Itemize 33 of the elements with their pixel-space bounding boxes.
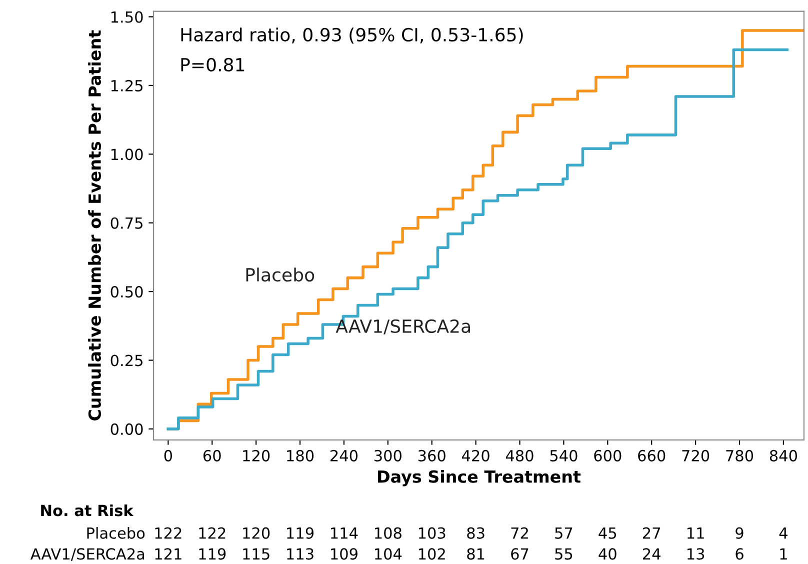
x-tick-label: 660: [638, 450, 666, 462]
y-tick-label: 0.50: [110, 286, 143, 298]
series-label: Placebo: [246, 268, 314, 282]
x-tick-label: 600: [594, 450, 622, 462]
series-label: AAV1/SERCA2a: [336, 319, 470, 334]
text: AAV1/SERCA2a: [30, 548, 144, 561]
y-tick-label: 1.00: [111, 148, 143, 160]
y-tick-label: 1.25: [111, 80, 142, 92]
x-tick-label: 360: [418, 450, 446, 462]
x-axis-title: Days Since Treatment: [378, 470, 581, 486]
y-tick-label: 0.75: [110, 217, 142, 229]
text: 121 119 115 113 109 104 102 81 67 55 40 24 13 6 1: [155, 548, 787, 560]
x-tick-label: 60: [203, 450, 221, 462]
x-tick-label: 120: [243, 450, 270, 462]
x-tick-label: 240: [330, 450, 358, 462]
x-tick-label: 0: [164, 450, 172, 462]
x-tick-label: 180: [287, 450, 314, 462]
x-tick-label: 300: [374, 450, 402, 462]
y-tick-label: 0.00: [110, 423, 143, 435]
y-tick-label: 0.25: [110, 354, 142, 366]
text: Placebo: [87, 527, 145, 539]
text: No. at Risk: [41, 504, 134, 516]
y-tick-label: 1.50: [111, 11, 143, 23]
text: 122 122 120 119 114 108 103 83 72 57 45 27 11 9 4: [155, 527, 788, 539]
x-tick-label: 540: [550, 450, 578, 462]
annotation: P=0.81: [181, 58, 244, 72]
x-tick-label: 780: [726, 450, 754, 462]
annotation: Hazard ratio, 0.93 (95% CI, 0.53-1.65): [181, 28, 523, 44]
y-axis-title: Cumulative Number of Events Per Patient: [88, 30, 101, 420]
x-tick-label: 420: [462, 450, 490, 462]
x-tick-label: 720: [682, 450, 710, 462]
x-tick-label: 840: [770, 450, 798, 462]
x-tick-label: 480: [506, 450, 534, 462]
